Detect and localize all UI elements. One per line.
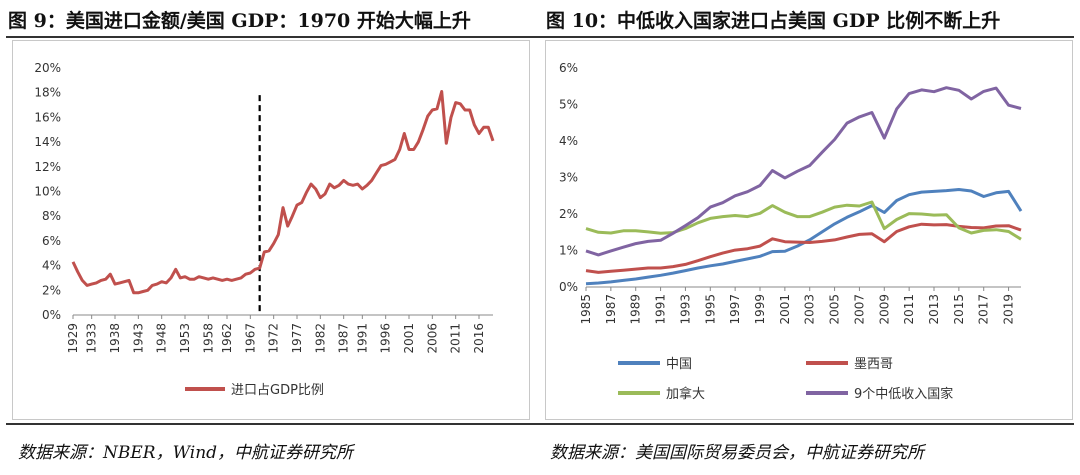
x-tick-label: 1989 [629,294,643,325]
x-tick-label: 2013 [927,294,941,325]
y-tick-label: 14% [34,135,61,149]
x-tick-label: 1996 [379,323,393,354]
x-tick-label: 1938 [108,323,122,354]
x-tick-label: 1982 [313,323,327,354]
x-tick-label: 1967 [243,323,257,354]
y-tick-label: 4% [559,134,578,148]
figure-10-panel: 0% 1% 2% 3% 4% 5% 6% 1985 1987 1989 1991 1993 1995 19… [545,40,1073,420]
legend-label-canada: 加拿大 [666,386,705,402]
x-tick-label: 2006 [425,323,439,354]
y-tick-label: 4% [42,259,61,273]
x-tick-label: 1995 [703,294,717,325]
figure-9-source: 数据来源：NBER，Wind，中航证券研究所 [18,443,354,463]
x-tick-label: 2016 [472,323,486,354]
legend-label-nine-countries: 9个中低收入国家 [854,386,953,402]
y-tick-label: 12% [34,160,61,174]
y-tick-label: 18% [34,86,61,100]
x-tick-label: 1948 [155,323,169,354]
x-tick-label: 2011 [902,294,916,325]
figure-10-source: 数据来源：美国国际贸易委员会，中航证券研究所 [550,443,924,463]
x-tick-label: 1999 [753,294,767,325]
x-tick-label: 1953 [178,323,192,354]
y-tick-label: 5% [559,98,578,112]
figure-9-title: 图 9：美国进口金额/美国 GDP：1970 开始大幅上升 [8,10,471,32]
legend-label-mexico: 墨西哥 [854,357,893,372]
y-tick-label: 2% [42,283,61,297]
y-tick-label: 1% [559,244,578,258]
figure-9-chart: 0% 2% 4% 6% 8% 10% 12% 14% 16% 18% 20% 1929 1933 1938… [34,61,495,398]
series-line-canada [585,200,1022,241]
y-tick-label: 10% [34,185,61,199]
y-tick-label: 16% [34,110,61,124]
y-tick-label: 8% [42,209,61,223]
x-tick-label: 2003 [803,294,817,325]
x-tick-label: 1929 [66,323,80,354]
x-tick-label: 1985 [579,294,593,325]
y-tick-label: 20% [34,61,61,75]
series-line-import-ratio [71,90,495,295]
x-tick-label: 1933 [85,323,99,354]
x-tick-label: 2001 [778,294,792,325]
x-tick-label: 1997 [728,294,742,325]
x-tick-label: 1972 [267,323,281,354]
x-tick-label: 1993 [678,294,692,325]
x-tick-label: 2001 [402,323,416,354]
x-tick-label: 1977 [290,323,304,354]
y-tick-label: 0% [42,308,61,322]
x-tick-label: 1991 [654,294,668,325]
x-tick-label: 1991 [355,323,369,354]
series-line-mexico [585,222,1022,274]
legend-label-import-ratio: 进口占GDP比例 [231,383,324,398]
x-tick-label: 1987 [337,323,351,354]
series-line-china [585,188,1023,286]
figure-9-panel: 0% 2% 4% 6% 8% 10% 12% 14% 16% 18% 20% 1929 1933 1938… [12,40,530,420]
x-tick-label: 2019 [1002,294,1016,325]
y-tick-label: 0% [559,280,578,294]
y-tick-label: 6% [559,61,578,75]
x-tick-label: 2007 [852,294,866,325]
x-tick-label: 2005 [828,294,842,325]
x-tick-label: 2009 [877,294,891,325]
x-tick-label: 1958 [201,323,215,354]
series-line-nine-countries [585,86,1022,257]
legend-label-china: 中国 [666,357,692,372]
figure-10-chart: 0% 1% 2% 3% 4% 5% 6% 1985 1987 1989 1991 1993 1995 19… [559,61,1023,402]
y-tick-label: 3% [559,171,578,185]
bottom-rule [6,423,1074,425]
y-tick-label: 2% [559,207,578,221]
y-tick-label: 6% [42,234,61,248]
x-tick-label: 2011 [449,323,463,354]
x-tick-label: 1987 [604,294,618,325]
x-tick-label: 2017 [977,294,991,325]
x-tick-label: 1943 [131,323,145,354]
x-tick-label: 1962 [220,323,234,354]
top-rule [6,36,1074,38]
x-tick-label: 2015 [952,294,966,325]
figure-10-title: 图 10：中低收入国家进口占美国 GDP 比例不断上升 [546,10,1001,32]
